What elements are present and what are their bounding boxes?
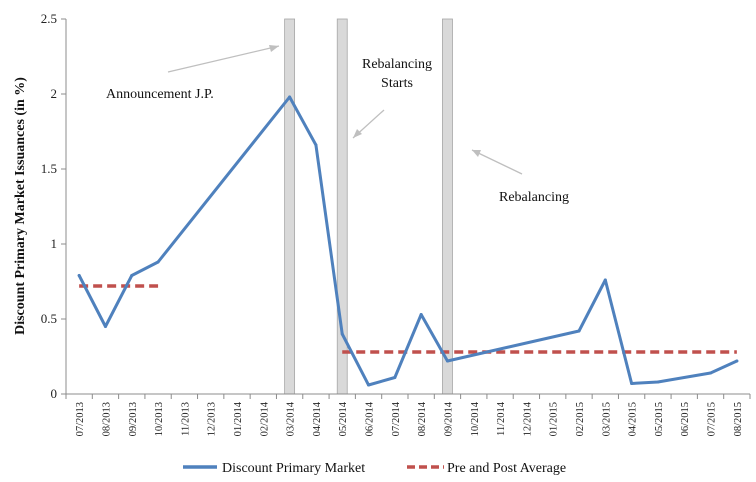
x-tick-label: 10/2014 [470, 401, 481, 436]
series-pre-and-post-average [79, 284, 737, 354]
x-tick-label: 11/2014 [496, 401, 507, 436]
data-point-03-2015 [603, 278, 607, 282]
data-point-09-2014 [445, 359, 449, 363]
x-tick-label: 05/2015 [654, 402, 665, 436]
annotation-rebalancing-text: Rebalancing [499, 190, 569, 205]
x-tick-label: 01/2015 [549, 402, 560, 436]
data-point-05-2015 [656, 380, 660, 384]
x-tick-label: 12/2014 [522, 401, 533, 436]
data-point-07-2015 [709, 371, 713, 375]
data-point-09-2013 [130, 274, 134, 277]
annotation-rebalancing: Rebalancing [471, 149, 569, 205]
data-point-02-2015 [577, 329, 581, 333]
x-tick-label: 04/2014 [312, 401, 323, 436]
data-point-06-2014 [367, 383, 371, 387]
data-point-04-2014 [314, 143, 318, 147]
y-tick-labels: 0 0.5 1 1.5 2 2.5 [41, 11, 57, 401]
data-point-07-2014 [393, 376, 397, 379]
annotation-announcement-arrowhead [269, 45, 279, 52]
x-tick-label: 11/2013 [180, 402, 191, 436]
highlight-band-09-2014 [442, 18, 453, 395]
x-tick-label: 07/2014 [391, 401, 402, 436]
x-tick-label: 08/2014 [417, 401, 428, 436]
x-tick-label: 07/2013 [75, 402, 86, 436]
series-discount-primary-market [77, 95, 739, 387]
x-tick-label: 08/2015 [733, 402, 744, 436]
x-tick-label: 10/2013 [154, 402, 165, 436]
data-point-08-2014 [419, 313, 423, 316]
y-tick-label: 0 [51, 386, 58, 401]
legend-label-pre-and-post-average: Pre and Post Average [447, 461, 566, 476]
y-tick-label: 1.5 [41, 161, 57, 176]
axes [61, 18, 751, 399]
y-tick-label: 2.5 [41, 11, 57, 26]
annotation-rebalancing-arrowhead [472, 150, 481, 157]
x-tick-label: 03/2015 [601, 402, 612, 436]
annotation-rebalancing-starts-arrowhead [353, 129, 362, 138]
y-tick-label: 1 [51, 236, 58, 251]
data-point-07-2013 [77, 274, 81, 277]
annotation-announcement-arrow [167, 45, 280, 73]
x-tick-label: 04/2015 [628, 402, 639, 436]
data-point-10-2013 [156, 260, 160, 264]
annotation-rebalancing-starts: Rebalancing Starts [352, 57, 432, 139]
data-point-04-2015 [630, 382, 634, 385]
y-axis-label: Discount Primary Market Issuances (in %) [13, 77, 28, 335]
x-tick-label: 03/2014 [286, 401, 297, 436]
annotation-rebalancing-starts-line1: Rebalancing [362, 57, 432, 72]
x-tick-label: 01/2014 [233, 401, 244, 436]
annotation-announcement: Announcement J.P. [106, 45, 280, 102]
legend-label-discount-primary-market: Discount Primary Market [222, 461, 365, 476]
annotation-rebalancing-arrow [471, 149, 523, 175]
y-tick-label: 0.5 [41, 311, 57, 326]
annotation-rebalancing-starts-line2: Starts [381, 76, 413, 91]
annotation-announcement-text: Announcement J.P. [106, 87, 214, 102]
data-point-08-2013 [103, 325, 107, 328]
y-tick-label: 2 [51, 86, 58, 101]
x-tick-label: 09/2014 [443, 401, 454, 436]
x-tick-label: 06/2014 [365, 401, 376, 436]
data-point-08-2015 [735, 359, 739, 363]
x-tick-label: 12/2013 [207, 402, 218, 436]
x-tick-label: 09/2013 [128, 402, 139, 436]
x-tick-label: 07/2015 [707, 402, 718, 436]
x-tick-label: 02/2015 [575, 402, 586, 436]
legend: Discount Primary Market Pre and Post Ave… [183, 461, 566, 476]
data-point-05-2014 [340, 332, 344, 336]
series-line-discount-primary-market [77, 95, 739, 387]
highlight-bands [284, 18, 453, 395]
highlight-band-03-2014 [284, 18, 296, 395]
x-tick-label: 02/2014 [259, 401, 270, 436]
data-point-03-2014 [288, 95, 292, 99]
x-tick-labels: 07/2013 08/2013 09/2013 10/2013 11/2013 12/20… [75, 401, 744, 436]
x-tick-label: 05/2014 [338, 401, 349, 436]
x-tick-label: 06/2015 [680, 402, 691, 436]
x-tick-label: 08/2013 [101, 402, 112, 436]
